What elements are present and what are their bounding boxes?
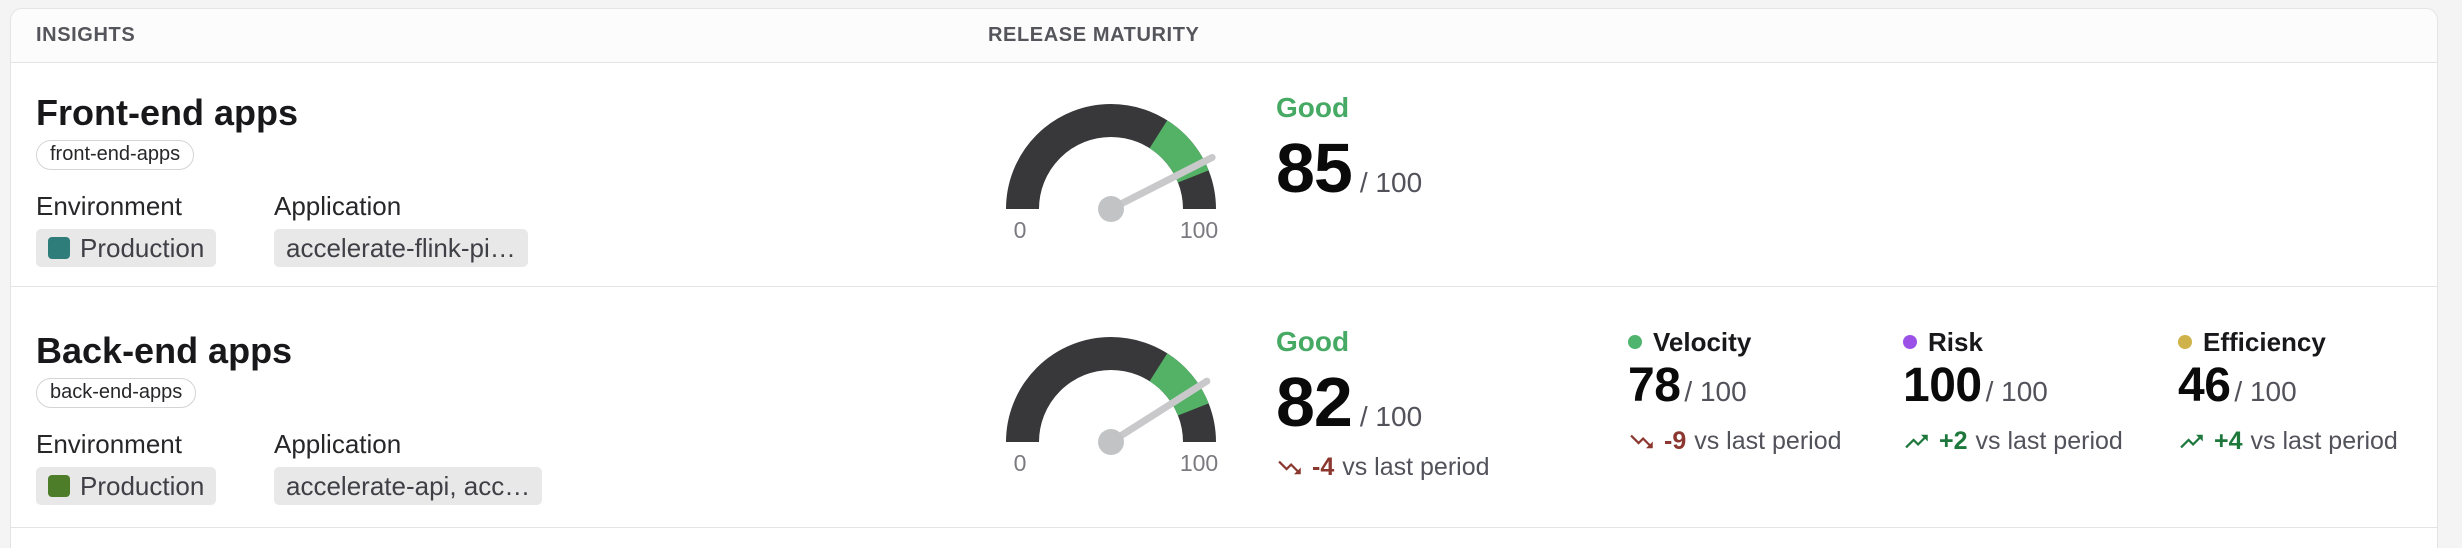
metric-dot xyxy=(2178,335,2192,349)
metric-denominator: / 100 xyxy=(1684,376,1747,407)
metric-dot xyxy=(1628,335,1642,349)
gauge-max-label: 100 xyxy=(1179,450,1219,476)
tag-pill: back-end-apps xyxy=(36,378,197,408)
row-title: Back-end apps xyxy=(36,330,293,371)
metric-name: Efficiency xyxy=(2203,327,2326,357)
gauge-needle xyxy=(1107,377,1211,446)
gauge-min-label: 0 xyxy=(1013,217,1027,243)
insight-summary: Back-end apps back-end-apps Environment … xyxy=(36,330,543,505)
tag-pill: front-end-apps xyxy=(36,140,195,170)
score-value: 85 xyxy=(1276,129,1353,207)
trending-up-icon xyxy=(2180,434,2203,449)
trend-value: +2 xyxy=(1939,427,1968,455)
maturity-score: Good 82 / 100 -4 vs last period xyxy=(1276,327,1490,482)
next-row-stub xyxy=(11,528,2437,548)
insights-table-card: INSIGHTS RELEASE MATURITY Front-end apps… xyxy=(10,8,2438,548)
maturity-score: Good 85 / 100 xyxy=(1276,92,1423,207)
release-maturity-gauge: 0 100 xyxy=(1001,332,1221,482)
trend-value: -4 xyxy=(1312,453,1335,481)
environment-name: Production xyxy=(80,471,205,501)
metric-denominator: / 100 xyxy=(2234,376,2297,407)
trend-suffix: vs last period xyxy=(1975,427,2123,455)
trend-value: +4 xyxy=(2214,427,2243,455)
trending-up-icon xyxy=(1905,434,1928,449)
metric-name: Risk xyxy=(1928,327,1983,357)
gauge-hub xyxy=(1098,429,1124,455)
trend-suffix: vs last period xyxy=(1694,427,1842,455)
trending-down-icon xyxy=(1630,434,1653,449)
metric-dot xyxy=(1903,335,1917,349)
application-label: Application xyxy=(274,429,402,459)
environment-field: Environment Production xyxy=(36,192,274,267)
metric-denominator: / 100 xyxy=(1985,376,2048,407)
environment-field: Environment Production xyxy=(36,430,274,505)
score-value: 82 xyxy=(1276,363,1353,441)
gauge-max-label: 100 xyxy=(1179,217,1219,243)
release-maturity-column-header: RELEASE MATURITY xyxy=(988,24,1200,46)
metric-trend: +4 vs last period xyxy=(2178,427,2453,456)
metric-value: 100 xyxy=(1903,359,1982,412)
gauge-band xyxy=(1149,353,1209,417)
gauge-needle xyxy=(1107,153,1216,213)
metric-risk: Risk 100 / 100 +2 vs last period xyxy=(1903,327,2178,456)
environment-color-swatch xyxy=(48,475,70,497)
metric-value: 46 xyxy=(2178,359,2231,412)
environment-chip: Production xyxy=(36,467,217,505)
application-chip: accelerate-flink-pi… xyxy=(274,229,528,267)
table-header: INSIGHTS RELEASE MATURITY xyxy=(11,9,2437,63)
score-denominator: / 100 xyxy=(1359,401,1423,432)
trend-suffix: vs last period xyxy=(2250,427,2398,455)
environment-color-swatch xyxy=(48,237,70,259)
score-status: Good xyxy=(1276,92,1350,123)
score-trend: -4 vs last period xyxy=(1276,453,1490,482)
gauge-min-label: 0 xyxy=(1013,450,1027,476)
metric-trend: -9 vs last period xyxy=(1628,427,1903,456)
application-field: Application accelerate-flink-pi… xyxy=(274,192,528,267)
insight-row[interactable]: Front-end apps front-end-apps Environmen… xyxy=(11,63,2437,287)
environment-name: Production xyxy=(80,233,205,263)
application-names: accelerate-api, acc… xyxy=(286,471,531,501)
trend-suffix: vs last period xyxy=(1342,453,1490,481)
insight-summary: Front-end apps front-end-apps Environmen… xyxy=(36,93,528,267)
insights-column-header: INSIGHTS xyxy=(36,24,136,46)
metric-trend: +2 vs last period xyxy=(1903,427,2178,456)
row-title: Front-end apps xyxy=(36,92,298,133)
metric-efficiency: Efficiency 46 / 100 +4 vs last period xyxy=(2178,327,2453,456)
metric-velocity: Velocity 78 / 100 -9 vs last period xyxy=(1628,327,1903,456)
trending-down-icon xyxy=(1278,460,1301,475)
score-status: Good xyxy=(1276,326,1350,357)
trend-value: -9 xyxy=(1664,427,1687,455)
environment-label: Environment xyxy=(36,429,182,459)
application-chip: accelerate-api, acc… xyxy=(274,467,543,505)
score-denominator: / 100 xyxy=(1359,167,1423,198)
release-maturity-gauge: 0 100 xyxy=(1001,99,1221,249)
application-names: accelerate-flink-pi… xyxy=(286,233,516,263)
metric-value: 78 xyxy=(1628,359,1681,412)
environment-label: Environment xyxy=(36,191,182,221)
gauge-band xyxy=(1149,120,1209,184)
gauge-hub xyxy=(1098,196,1124,222)
environment-chip: Production xyxy=(36,229,217,267)
maturity-metrics: Velocity 78 / 100 -9 vs last period xyxy=(1628,327,2453,456)
application-field: Application accelerate-api, acc… xyxy=(274,429,543,505)
application-label: Application xyxy=(274,191,402,221)
insight-row[interactable]: Back-end apps back-end-apps Environment … xyxy=(11,287,2437,528)
metric-name: Velocity xyxy=(1653,327,1752,357)
